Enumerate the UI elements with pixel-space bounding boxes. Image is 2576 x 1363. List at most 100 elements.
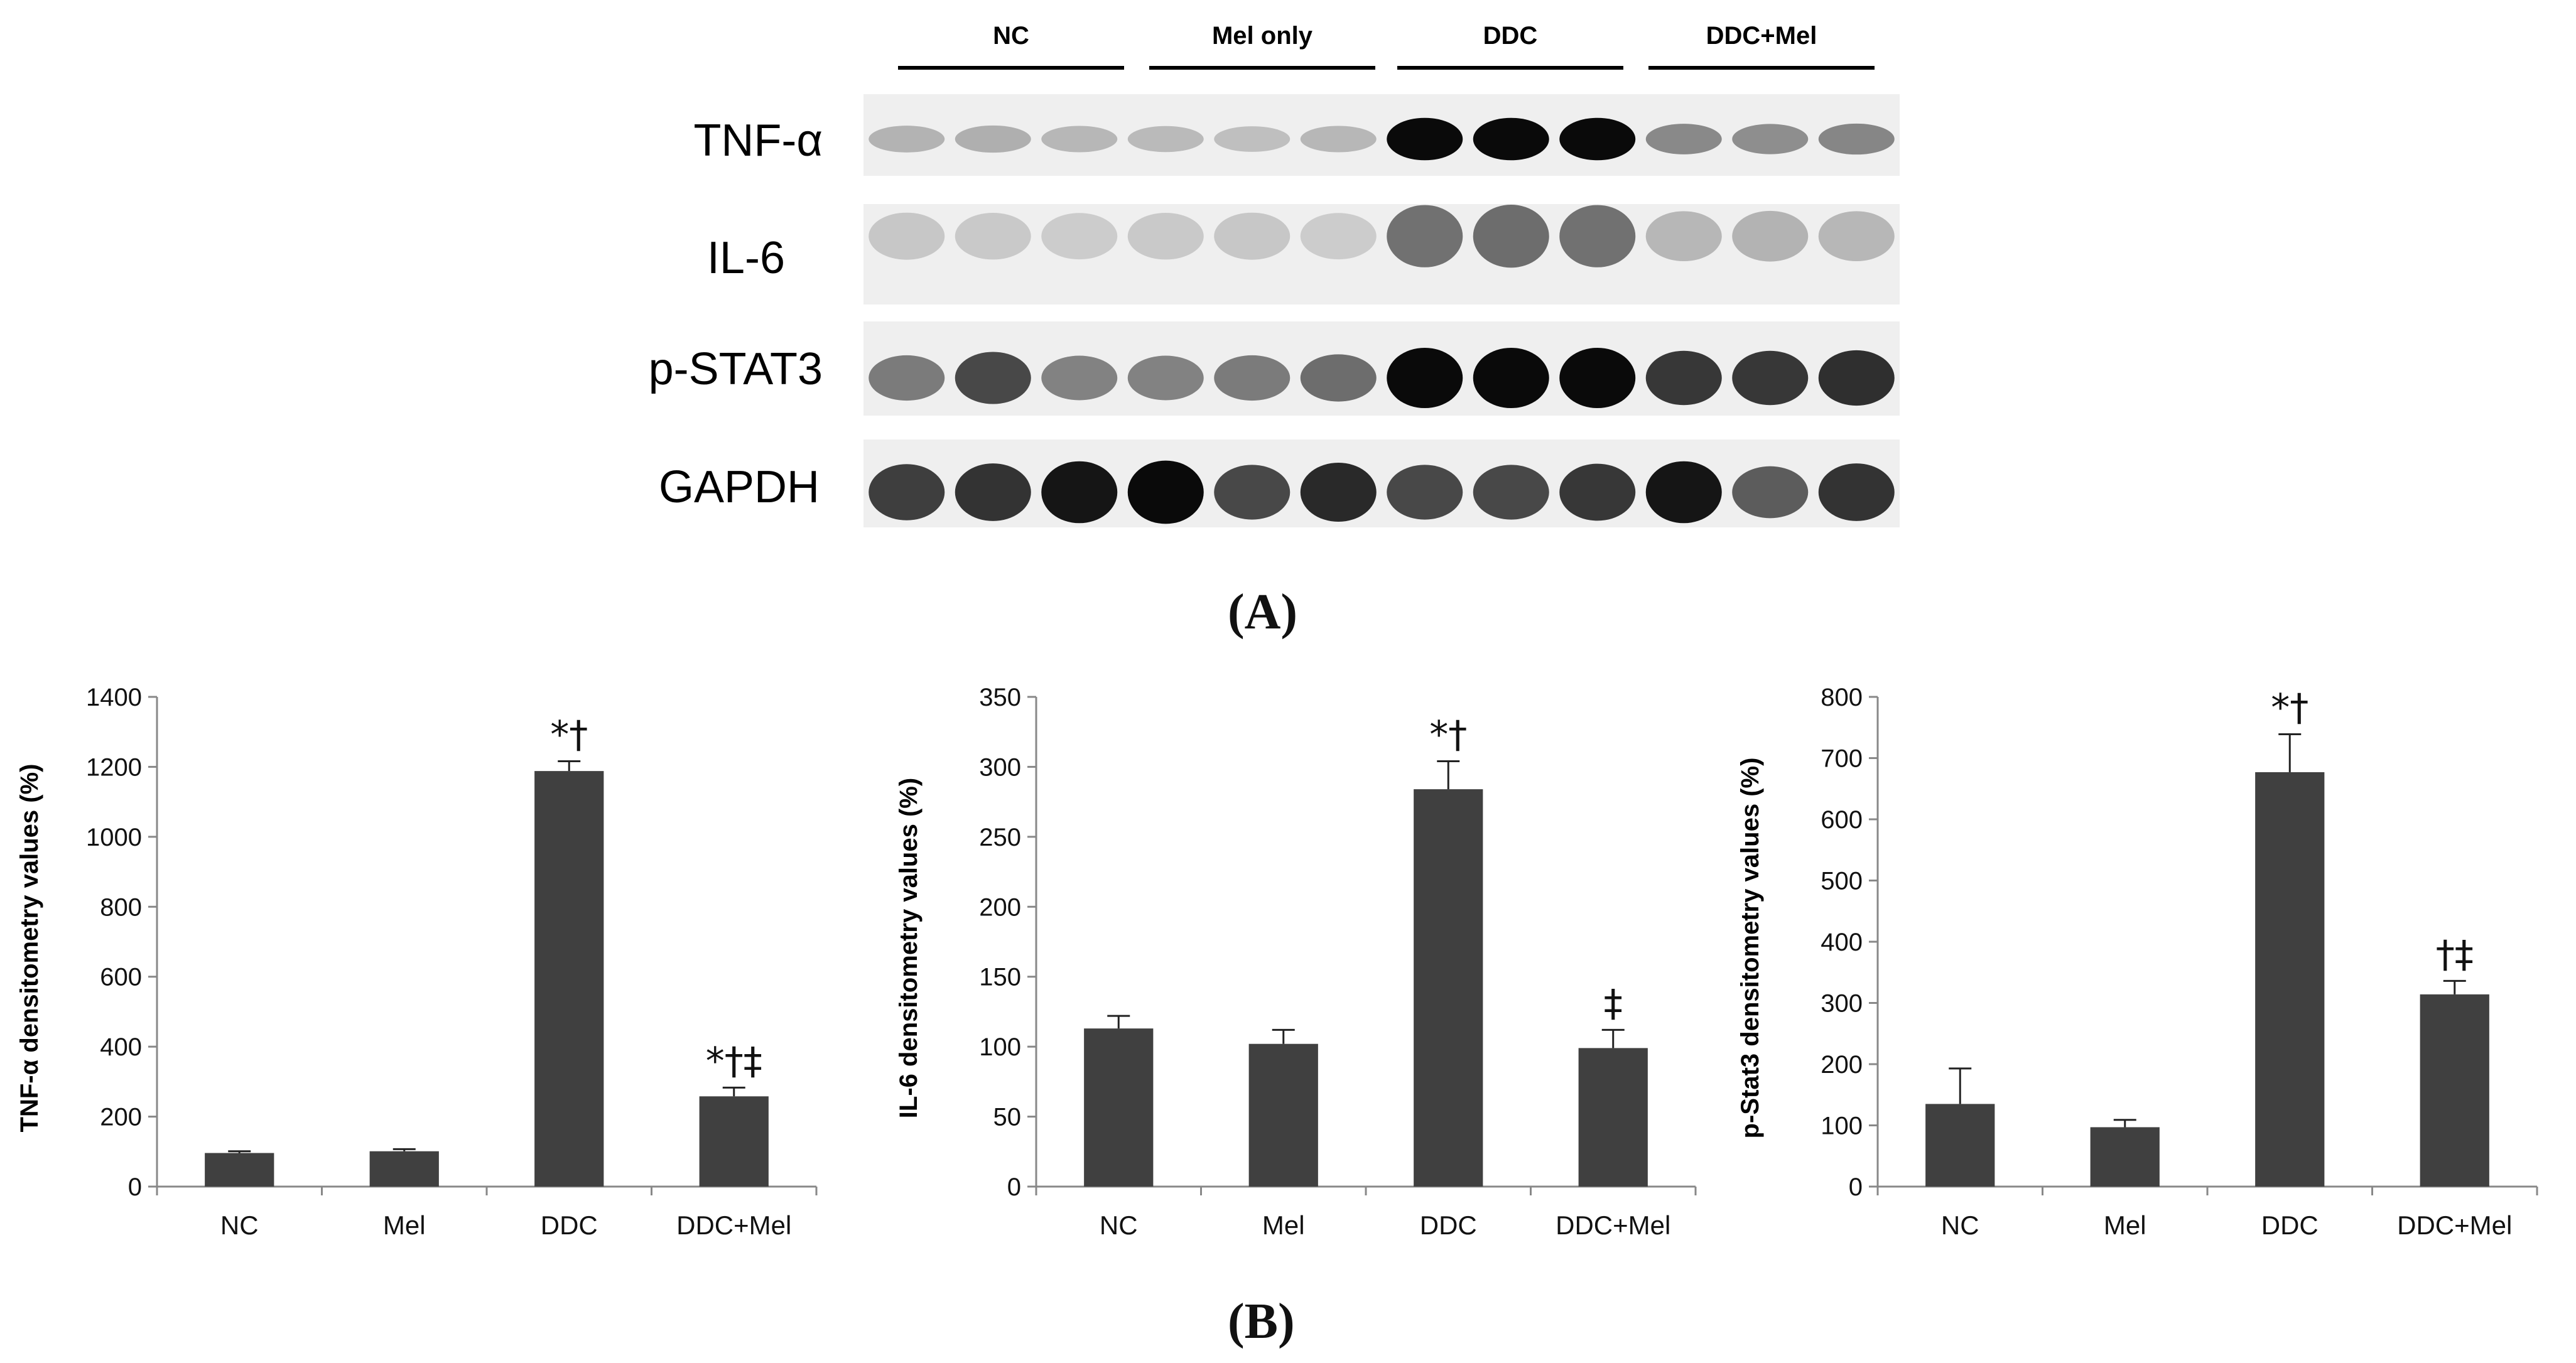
blot-band — [1645, 461, 1722, 524]
y-tick-label: 1000 — [86, 824, 142, 851]
blot-group-label: NC — [993, 22, 1029, 50]
y-tick-label: 800 — [100, 893, 142, 921]
blot-band — [1214, 126, 1291, 152]
y-tick-label: 50 — [993, 1104, 1022, 1131]
y-axis-label: TNF-α densitometry values (%) — [16, 764, 43, 1133]
bar — [1248, 1043, 1318, 1187]
bar — [2420, 994, 2489, 1187]
y-tick-label: 1400 — [86, 684, 142, 711]
tnf-alpha-bar-chart: TNF-α densitometry values (%) 0 200 400 600… — [16, 684, 818, 1240]
blot-row-label: p-STAT3 — [649, 344, 823, 394]
bar — [1925, 1104, 1995, 1187]
x-tick-label: DDC — [1420, 1210, 1477, 1240]
y-tick-label: 200 — [979, 893, 1021, 921]
blot-band — [1473, 348, 1549, 408]
y-tick-label: 100 — [979, 1033, 1021, 1061]
blot-band — [1645, 211, 1722, 262]
panel-b-letter: B — [1244, 1294, 1278, 1349]
blot-band — [1732, 350, 1809, 406]
blot-band — [1473, 205, 1549, 268]
significance-annotation: ‡ — [1604, 981, 1623, 1025]
bar — [205, 1153, 274, 1187]
x-tick-label: DDC — [2261, 1210, 2319, 1240]
blot-band — [1645, 124, 1722, 154]
blot-band — [1559, 117, 1636, 161]
blot-band — [1732, 210, 1809, 262]
blot-band — [1818, 350, 1895, 406]
x-tick-label: NC — [1941, 1210, 1979, 1240]
blot-band — [1473, 465, 1549, 520]
significance-annotation: *†‡ — [706, 1039, 762, 1083]
blot-band — [955, 352, 1031, 404]
y-tick-label: 0 — [1007, 1173, 1021, 1201]
y-tick-label: 1200 — [86, 753, 142, 781]
x-tick-label: DDC+Mel — [1556, 1210, 1670, 1240]
il6-chart-marks: 0 50 100 150 200 250 300 350 NC Mel DDC *† DDC+Mel ‡ — [979, 684, 1697, 1240]
blot-band — [1473, 117, 1549, 161]
y-tick-label: 200 — [100, 1104, 142, 1131]
x-tick-label: Mel — [1262, 1210, 1305, 1240]
blot-band — [1127, 126, 1204, 153]
significance-annotation: *† — [550, 713, 588, 757]
blot-band — [1127, 355, 1204, 401]
y-tick-label: 500 — [1821, 868, 1863, 895]
blot-band — [1214, 355, 1291, 401]
blot-band — [1387, 465, 1463, 520]
y-tick-label: 700 — [1821, 745, 1863, 773]
blot-band — [1041, 213, 1118, 260]
blot-band — [955, 212, 1031, 260]
blot-band — [869, 212, 945, 260]
y-axis-label: p-Stat3 densitometry values (%) — [1736, 758, 1764, 1139]
bar — [2255, 772, 2325, 1187]
blot-band — [1559, 348, 1636, 408]
y-tick-label: 100 — [1821, 1112, 1863, 1140]
blot-band — [1041, 126, 1118, 153]
y-tick-label: 400 — [1821, 929, 1863, 956]
y-axis-label: IL-6 densitometry values (%) — [895, 778, 923, 1118]
x-tick-label: DDC — [541, 1210, 598, 1240]
y-tick-label: 300 — [979, 753, 1021, 781]
blot-band — [1300, 126, 1377, 153]
y-tick-label: 300 — [1821, 990, 1863, 1018]
blot-strip-bg — [863, 439, 1900, 527]
blot-band — [1559, 463, 1636, 521]
blot-band — [1732, 466, 1809, 519]
x-tick-label: NC — [220, 1210, 259, 1240]
blot-strip-bg — [863, 94, 1900, 176]
blot-band — [1818, 463, 1895, 521]
blot-band — [1387, 117, 1463, 161]
blot-band — [1387, 205, 1463, 267]
blot-band — [1818, 123, 1895, 155]
y-tick-label: 800 — [1821, 684, 1863, 711]
blot-strip-bg — [863, 204, 1900, 304]
il6-bar-chart: IL-6 densitometry values (%) 0 50 100 150 20… — [895, 684, 1697, 1240]
blot-band — [955, 463, 1031, 521]
blot-band — [869, 355, 945, 401]
blot-band — [1214, 212, 1291, 260]
p-stat3-bar-chart: p-Stat3 densitometry values (%) 0 100 200 3… — [1736, 684, 2538, 1240]
blot-row-label: IL-6 — [707, 233, 785, 283]
blot-band — [1214, 465, 1291, 520]
bar — [699, 1096, 769, 1187]
y-tick-label: 0 — [128, 1173, 142, 1201]
blot-strip-bg — [863, 321, 1900, 416]
blot-row-label: TNF-α — [693, 116, 823, 166]
x-tick-label: DDC+Mel — [676, 1210, 791, 1240]
y-tick-label: 250 — [979, 824, 1021, 851]
significance-annotation: *† — [2271, 686, 2308, 730]
bar — [1578, 1048, 1648, 1187]
significance-annotation: †‡ — [2436, 932, 2474, 976]
blot-band — [1559, 205, 1636, 267]
x-tick-label: NC — [1100, 1210, 1138, 1240]
blot-group-label: DDC+Mel — [1706, 22, 1817, 50]
y-tick-label: 600 — [100, 964, 142, 991]
blot-band — [1300, 463, 1377, 522]
blot-band — [1041, 355, 1118, 401]
blot-band — [1818, 211, 1895, 262]
blot-band — [1041, 461, 1118, 524]
blot-band — [1127, 460, 1204, 524]
significance-annotation: *† — [1429, 713, 1467, 757]
blot-group-label: DDC — [1483, 22, 1538, 50]
blot-band — [1645, 350, 1722, 406]
bar — [1084, 1028, 1154, 1187]
